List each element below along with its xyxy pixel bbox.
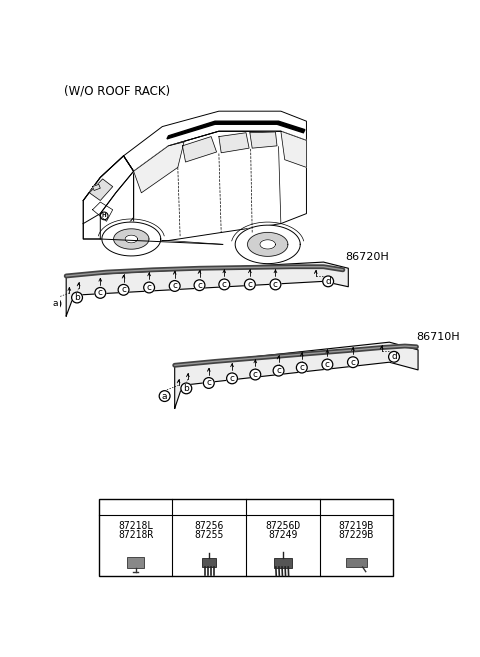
Circle shape [169,281,180,291]
Polygon shape [167,121,305,139]
Circle shape [249,501,262,513]
Text: b: b [74,293,80,302]
Text: c: c [252,502,258,512]
Text: c: c [247,280,252,289]
Text: c: c [222,280,227,289]
Polygon shape [235,225,300,263]
Bar [99,499,393,576]
Circle shape [296,362,307,373]
Text: c: c [350,357,356,367]
Polygon shape [219,133,249,153]
Circle shape [72,292,83,303]
Polygon shape [93,185,100,191]
Polygon shape [248,233,288,256]
Text: c: c [253,370,258,379]
Text: 87256D: 87256D [265,521,300,531]
Circle shape [50,298,61,309]
Circle shape [323,276,334,286]
Polygon shape [83,156,133,239]
Circle shape [322,359,333,370]
Text: d: d [391,352,397,361]
Circle shape [159,391,170,401]
Circle shape [219,279,230,290]
Circle shape [250,369,261,380]
Text: a: a [105,502,111,512]
Bar [202,558,216,567]
Polygon shape [182,137,216,162]
Text: 87249: 87249 [268,530,298,540]
Text: c: c [229,374,235,383]
Text: c: c [273,280,278,289]
Circle shape [270,279,281,290]
Circle shape [323,501,335,513]
Text: c: c [300,363,304,372]
Polygon shape [260,240,276,249]
Text: c: c [172,281,177,290]
Polygon shape [175,342,418,409]
Text: 87229B: 87229B [339,530,374,540]
Text: H: H [102,214,107,218]
Text: d: d [325,277,331,286]
Circle shape [389,351,399,362]
Text: c: c [98,288,103,298]
Text: 87219B: 87219B [339,521,374,531]
Circle shape [244,279,255,290]
Circle shape [95,288,106,298]
Polygon shape [123,111,306,171]
Circle shape [194,280,205,290]
Text: b: b [183,384,189,393]
Polygon shape [125,235,137,243]
Circle shape [181,383,192,394]
Text: c: c [121,285,126,294]
Circle shape [273,365,284,376]
Bar [274,558,292,568]
Polygon shape [102,222,161,256]
Text: a: a [162,392,168,401]
Text: 86710H: 86710H [417,332,460,342]
Text: a: a [53,299,58,308]
Polygon shape [133,131,306,240]
Polygon shape [281,131,306,168]
Polygon shape [83,156,133,239]
Text: c: c [146,283,152,292]
Circle shape [176,501,188,513]
Text: 87256: 87256 [194,521,224,531]
Text: c: c [276,366,281,375]
Text: d: d [325,502,332,512]
Polygon shape [114,229,149,249]
Text: b: b [179,502,185,512]
Text: c: c [206,378,211,388]
Text: 87255: 87255 [194,530,224,540]
Polygon shape [250,132,277,148]
Text: (W/O ROOF RACK): (W/O ROOF RACK) [64,85,170,98]
Bar [347,558,367,567]
Polygon shape [66,262,348,316]
Circle shape [204,378,214,388]
Polygon shape [133,142,184,193]
Circle shape [348,357,359,367]
Circle shape [144,282,155,293]
Text: 87218R: 87218R [118,530,153,540]
Text: 86720H: 86720H [345,252,389,262]
Polygon shape [89,179,113,200]
Text: c: c [325,360,330,369]
Text: c: c [197,281,202,290]
Circle shape [227,373,238,384]
Bar [127,557,144,568]
Circle shape [118,284,129,295]
Text: 87218L: 87218L [118,521,153,531]
Circle shape [102,501,114,513]
